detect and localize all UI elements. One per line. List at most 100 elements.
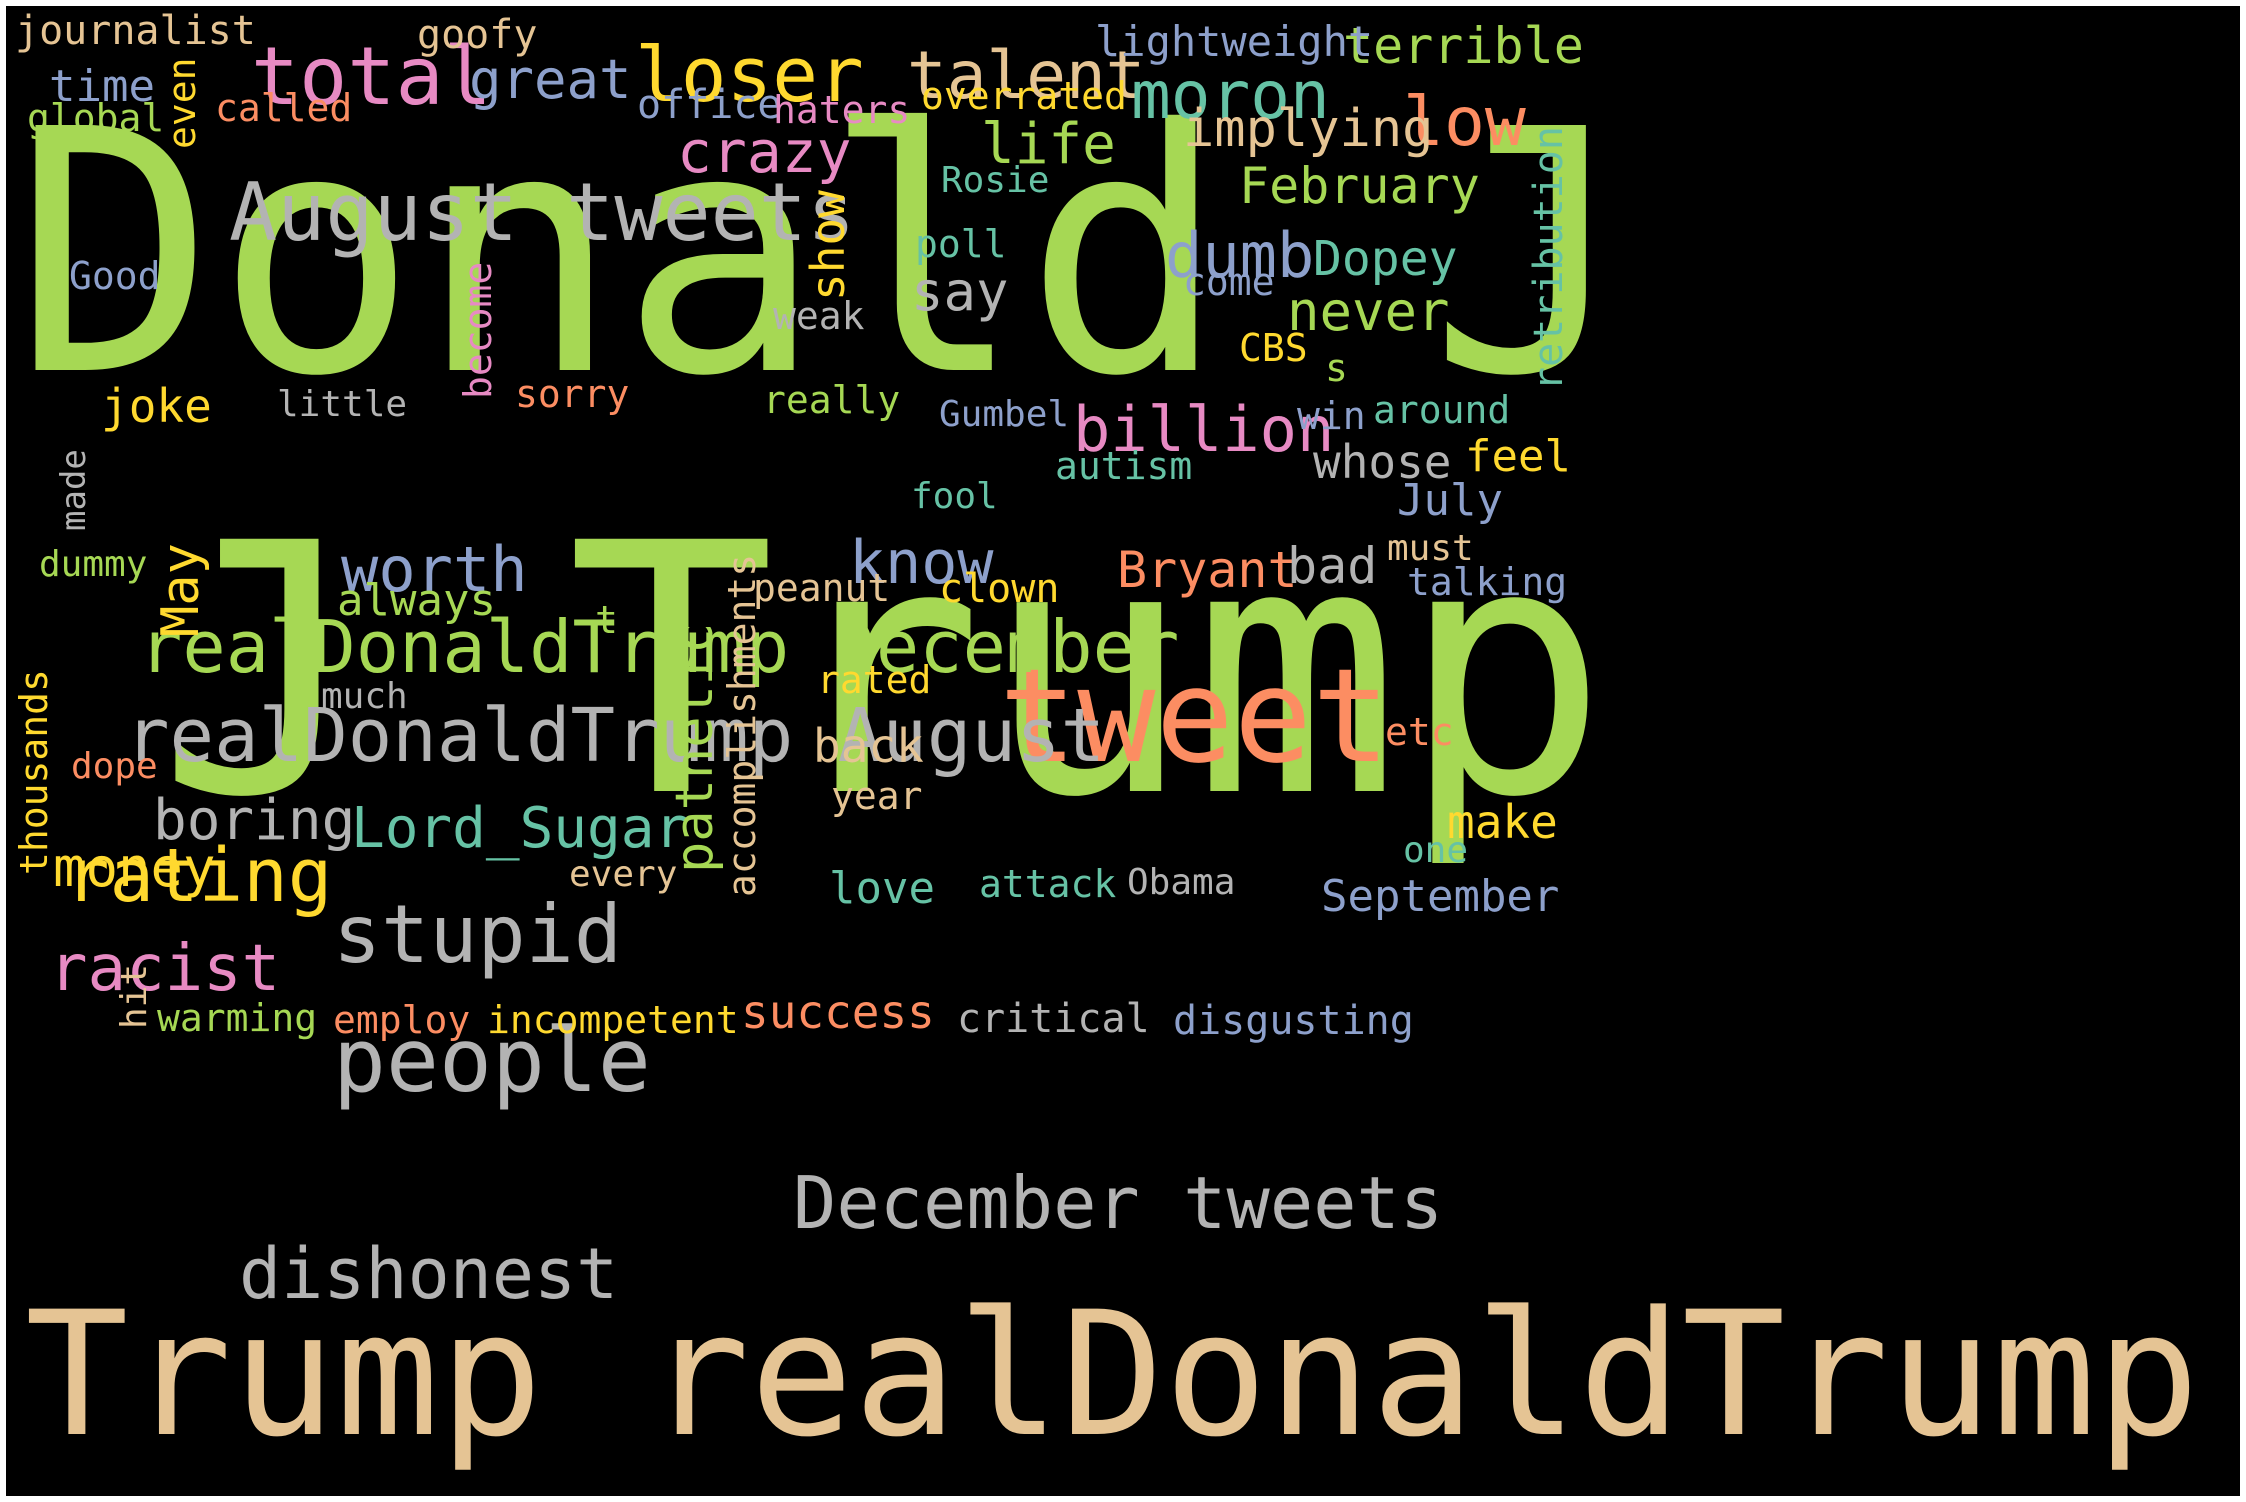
word-incompetent: incompetent [487, 998, 739, 1042]
word-joke: joke [101, 379, 212, 433]
word-crazy: crazy [677, 118, 852, 186]
word-good: Good [69, 254, 161, 298]
word-clown: clown [939, 566, 1060, 612]
word-dishonest: dishonest [239, 1233, 619, 1315]
word-employ: employ [333, 998, 471, 1042]
word-lord-sugar: Lord_Sugar [351, 796, 689, 861]
word-dope: dope [71, 746, 158, 787]
word-always: always [337, 575, 496, 626]
word-fool: fool [911, 476, 998, 517]
word-dopey: Dopey [1313, 231, 1458, 287]
word-every: every [569, 854, 678, 895]
word-overrated: overrated [921, 74, 1127, 118]
word-autism: autism [1055, 444, 1193, 488]
word-may: May [151, 543, 211, 637]
word-obama: Obama [1127, 862, 1236, 903]
word-low: low [1403, 83, 1526, 162]
word-back: back [813, 719, 924, 773]
word-called: called [215, 86, 353, 130]
word-office: office [637, 82, 782, 128]
word-become: become [456, 261, 500, 399]
word-say: say [911, 260, 1009, 323]
word-stupid: stupid [333, 888, 622, 981]
word-moron: moron [1131, 57, 1330, 134]
word-cloud: Donald J J Trump Trump realDonaldTrump t… [6, 6, 2240, 1496]
word-gumbel: Gumbel [939, 394, 1070, 435]
word-billion: billion [1073, 393, 1335, 466]
word-trump-big: Trump [567, 470, 1609, 873]
word-t: t [595, 598, 618, 642]
word-come: come [1183, 260, 1275, 304]
word-critical: critical [957, 996, 1150, 1042]
word-august-tweets: August tweets [229, 166, 856, 259]
word-dummy: dummy [39, 544, 148, 585]
word-much: much [321, 676, 408, 717]
word-donald-j: Donald J [13, 59, 1632, 450]
word-rosie: Rosie [941, 160, 1050, 201]
word-total: total [251, 30, 492, 123]
word-hit: hit [114, 963, 155, 1029]
word-make: make [1447, 795, 1558, 849]
word-september: September [1321, 871, 1560, 922]
word-racist: racist [49, 932, 281, 1006]
word-implying: implying [1183, 99, 1434, 159]
word-retribution: retribution [1526, 126, 1572, 391]
word-talking: talking [1407, 560, 1568, 604]
word-attack: attack [979, 862, 1117, 906]
word-poll: poll [915, 222, 1007, 266]
word-talent: talent [907, 37, 1146, 114]
word-little: little [277, 384, 408, 425]
word-really: really [763, 378, 901, 422]
word-weak: weak [773, 294, 865, 338]
word-love: love [829, 863, 935, 914]
word-boring: boring [153, 788, 356, 853]
word-never: never [1287, 280, 1450, 343]
word-show: show [801, 190, 855, 301]
word-money: money [53, 836, 216, 899]
word-goofy: goofy [417, 12, 538, 58]
word-worth: worth [341, 533, 528, 606]
word-great: great [469, 48, 632, 111]
word-success: success [741, 985, 935, 1039]
word-february: February [1239, 157, 1480, 215]
word-cbs: CBS [1239, 326, 1308, 370]
word-loser: loser [635, 30, 864, 119]
word-even: even [160, 57, 204, 149]
word-rated: rated [817, 658, 932, 702]
word-haters: haters [773, 88, 911, 132]
word-know: know [849, 528, 994, 598]
word-realdonaldtrump-december: realDonaldTrump December [139, 605, 1180, 689]
word-sorry: sorry [515, 372, 630, 416]
word-december-tweets: December tweets [793, 1161, 1444, 1245]
word-terrible: terrible [1343, 17, 1584, 75]
word-bad: bad [1287, 537, 1378, 595]
word-j-big: J [157, 470, 366, 873]
word-global: global [27, 96, 165, 140]
word-whose: whose [1313, 435, 1452, 489]
word-must: must [1387, 528, 1474, 569]
word-made: made [54, 449, 94, 531]
word-july: July [1397, 475, 1503, 526]
word-bryant: Bryant [1117, 541, 1298, 599]
word-realdonaldtrump-august: realDonaldTrump August [125, 693, 1106, 779]
word-around: around [1373, 388, 1511, 432]
word-warming: warming [157, 996, 318, 1040]
word-year: year [831, 774, 923, 818]
word-disgusting: disgusting [1173, 998, 1414, 1044]
word-life: life [981, 112, 1116, 177]
word-feel: feel [1465, 431, 1571, 482]
word-time: time [49, 61, 155, 112]
word-win: win [1297, 394, 1366, 438]
word-one: one [1403, 830, 1469, 871]
word-dumb: dumb [1165, 219, 1315, 292]
word-peanut: peanut [753, 566, 891, 610]
word-rating: rating [65, 833, 333, 919]
word-s: s [1325, 346, 1348, 390]
word-thousands: thousands [12, 669, 56, 875]
word-tweet: tweet [999, 640, 1391, 792]
word-trump-realdonaldtrump: Trump realDonaldTrump [25, 1274, 2200, 1475]
word-journalist: journalist [15, 8, 256, 54]
word-etc: etc [1385, 710, 1454, 754]
word-people: people [333, 1009, 651, 1112]
word-pathetic: pathetic [665, 622, 725, 873]
